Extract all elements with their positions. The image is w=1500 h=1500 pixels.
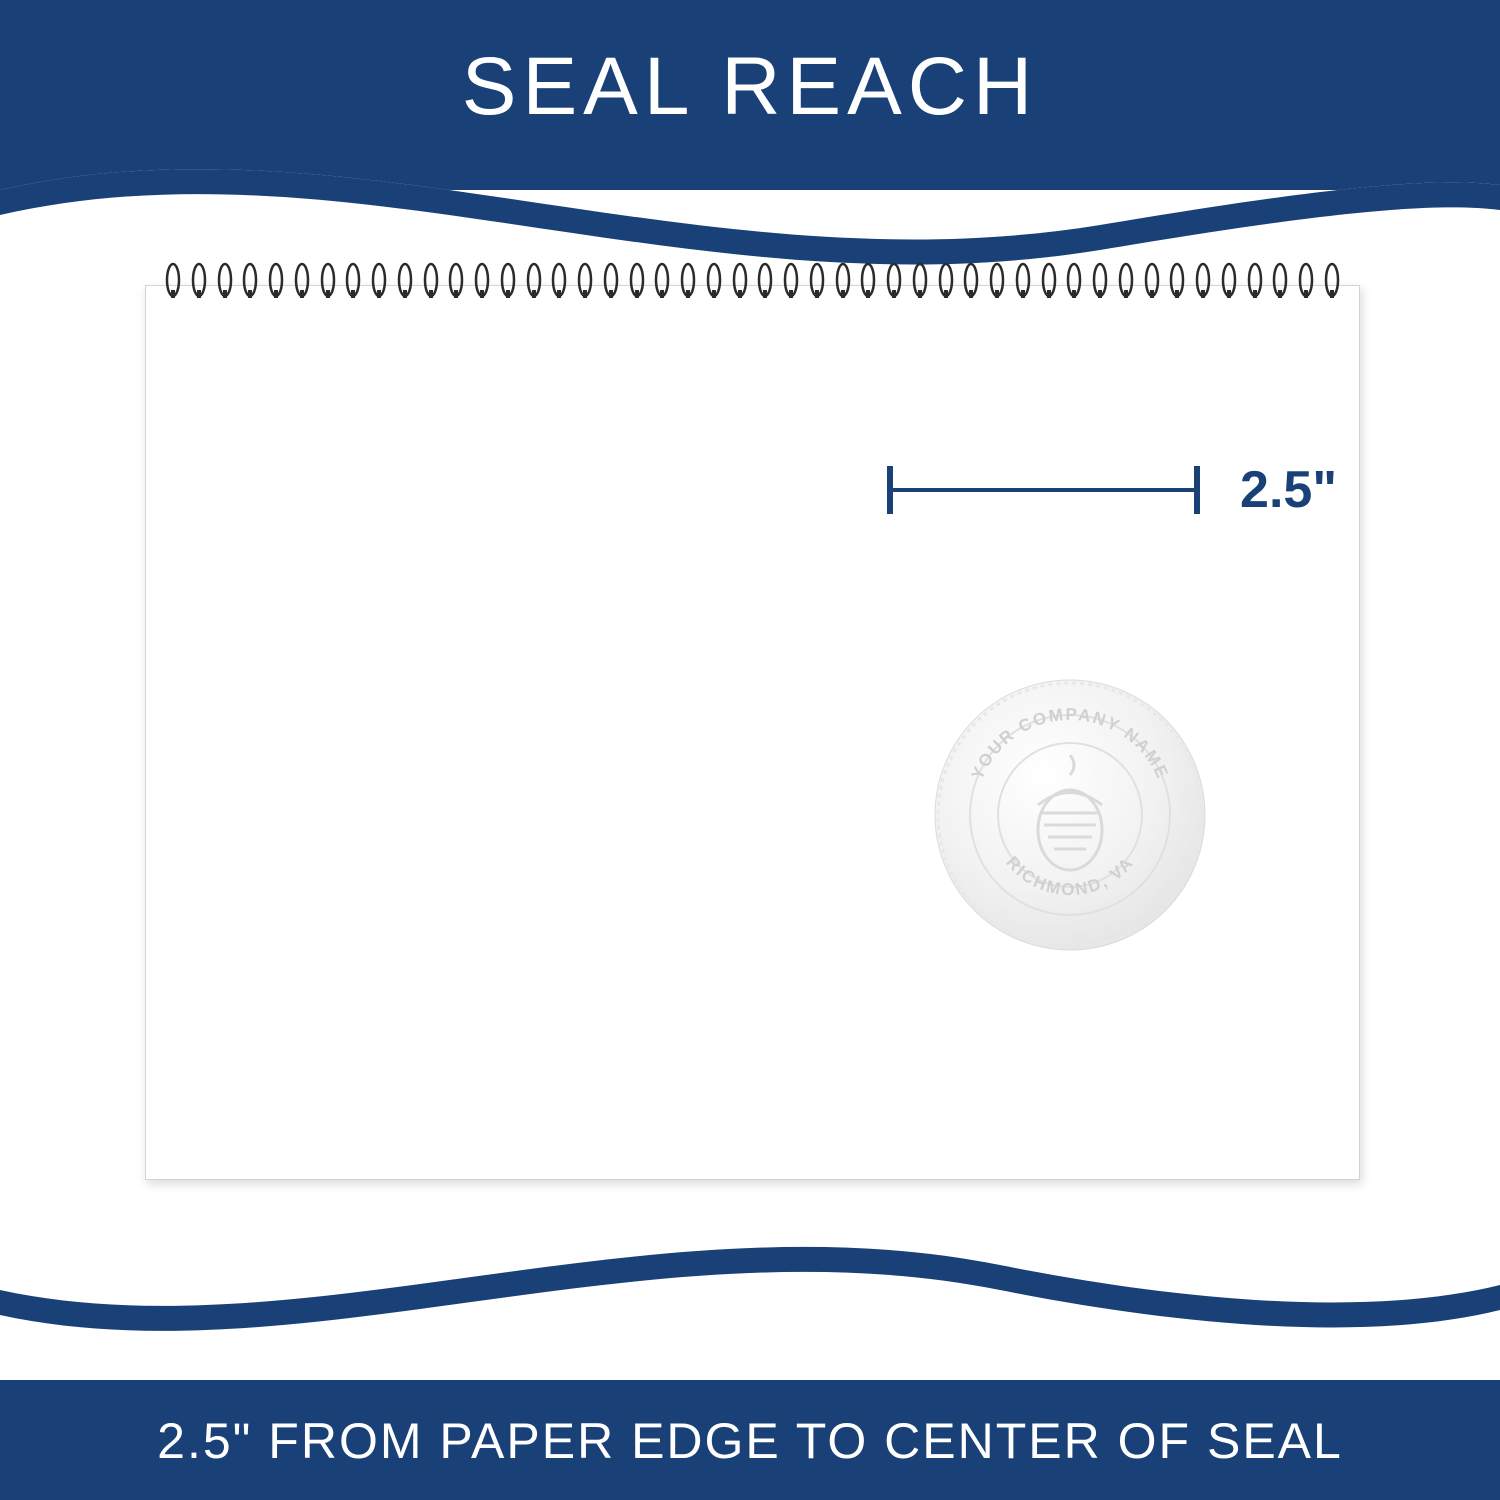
spiral-ring-icon [448,260,464,300]
spiral-ring-icon [577,260,593,300]
spiral-ring-icon [938,260,954,300]
footer-caption: 2.5" FROM PAPER EDGE TO CENTER OF SEAL [0,1412,1500,1470]
spiral-ring-icon [1195,260,1211,300]
spiral-ring-icon [217,260,233,300]
spiral-ring-icon [397,260,413,300]
embossed-seal: YOUR COMPANY NAME RICHMOND, VA [930,675,1210,955]
spiral-ring-icon [320,260,336,300]
spiral-ring-icon [886,260,902,300]
spiral-ring-icon [1272,260,1288,300]
dimension-indicator: 2.5" [887,460,1355,520]
spiral-ring-icon [1221,260,1237,300]
spiral-ring-icon [165,260,181,300]
spiral-ring-icon [1015,260,1031,300]
spiral-ring-icon [423,260,439,300]
dim-line [887,488,1200,492]
spiral-ring-icon [603,260,619,300]
spiral-ring-icon [680,260,696,300]
spiral-ring-icon [551,260,567,300]
spiral-ring-icon [809,260,825,300]
spiral-ring-icon [1169,260,1185,300]
notebook: YOUR COMPANY NAME RICHMOND, VA [145,260,1360,1180]
spiral-ring-icon [1298,260,1314,300]
spiral-ring-icon [654,260,670,300]
spiral-ring-icon [242,260,258,300]
dim-cap-right [1194,466,1200,514]
spiral-ring-icon [1092,260,1108,300]
spiral-ring-icon [526,260,542,300]
spiral-ring-icon [371,260,387,300]
spiral-ring-icon [732,260,748,300]
spiral-ring-icon [912,260,928,300]
spiral-ring-icon [989,260,1005,300]
spiral-ring-icon [835,260,851,300]
spiral-ring-icon [1066,260,1082,300]
spiral-ring-icon [860,260,876,300]
spiral-ring-icon [629,260,645,300]
spiral-binding [165,260,1340,300]
spiral-ring-icon [1247,260,1263,300]
spiral-ring-icon [706,260,722,300]
spiral-ring-icon [757,260,773,300]
page-title: SEAL REACH [0,40,1500,134]
spiral-ring-icon [191,260,207,300]
spiral-ring-icon [1041,260,1057,300]
spiral-ring-icon [1144,260,1160,300]
spiral-ring-icon [1324,260,1340,300]
spiral-ring-icon [963,260,979,300]
spiral-ring-icon [500,260,516,300]
spiral-ring-icon [268,260,284,300]
spiral-ring-icon [294,260,310,300]
spiral-ring-icon [783,260,799,300]
spiral-ring-icon [345,260,361,300]
spiral-ring-icon [474,260,490,300]
dimension-label: 2.5" [1240,460,1337,520]
spiral-ring-icon [1118,260,1134,300]
